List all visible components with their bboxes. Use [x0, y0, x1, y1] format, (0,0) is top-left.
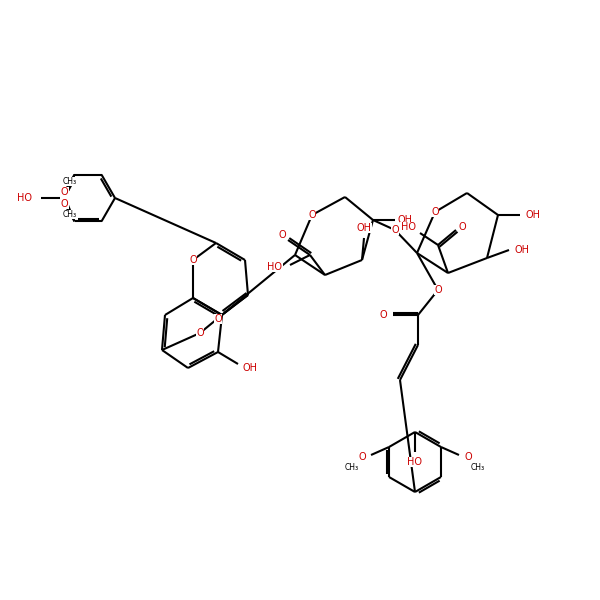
Text: O: O	[196, 328, 204, 338]
Text: HO: HO	[268, 262, 283, 272]
Text: O: O	[464, 452, 472, 462]
Text: OH: OH	[398, 215, 413, 225]
Text: O: O	[458, 222, 466, 232]
Text: O: O	[61, 199, 68, 209]
Text: O: O	[358, 452, 366, 462]
Text: HO: HO	[407, 457, 422, 467]
Text: CH₃: CH₃	[345, 463, 359, 472]
Text: O: O	[214, 314, 222, 324]
Text: O: O	[308, 210, 316, 220]
Text: CH₃: CH₃	[471, 463, 485, 472]
Text: O: O	[278, 230, 286, 240]
Text: OH: OH	[515, 245, 530, 255]
Text: CH₃: CH₃	[62, 177, 77, 186]
Text: OH: OH	[356, 223, 371, 233]
Text: O: O	[379, 310, 387, 320]
Text: CH₃: CH₃	[62, 210, 77, 219]
Text: O: O	[431, 207, 439, 217]
Text: O: O	[61, 187, 68, 197]
Text: HO: HO	[401, 222, 415, 232]
Text: OH: OH	[526, 210, 541, 220]
Text: OH: OH	[242, 363, 257, 373]
Text: O: O	[434, 285, 442, 295]
Text: HO: HO	[17, 193, 32, 203]
Text: O: O	[391, 225, 399, 235]
Text: O: O	[189, 255, 197, 265]
